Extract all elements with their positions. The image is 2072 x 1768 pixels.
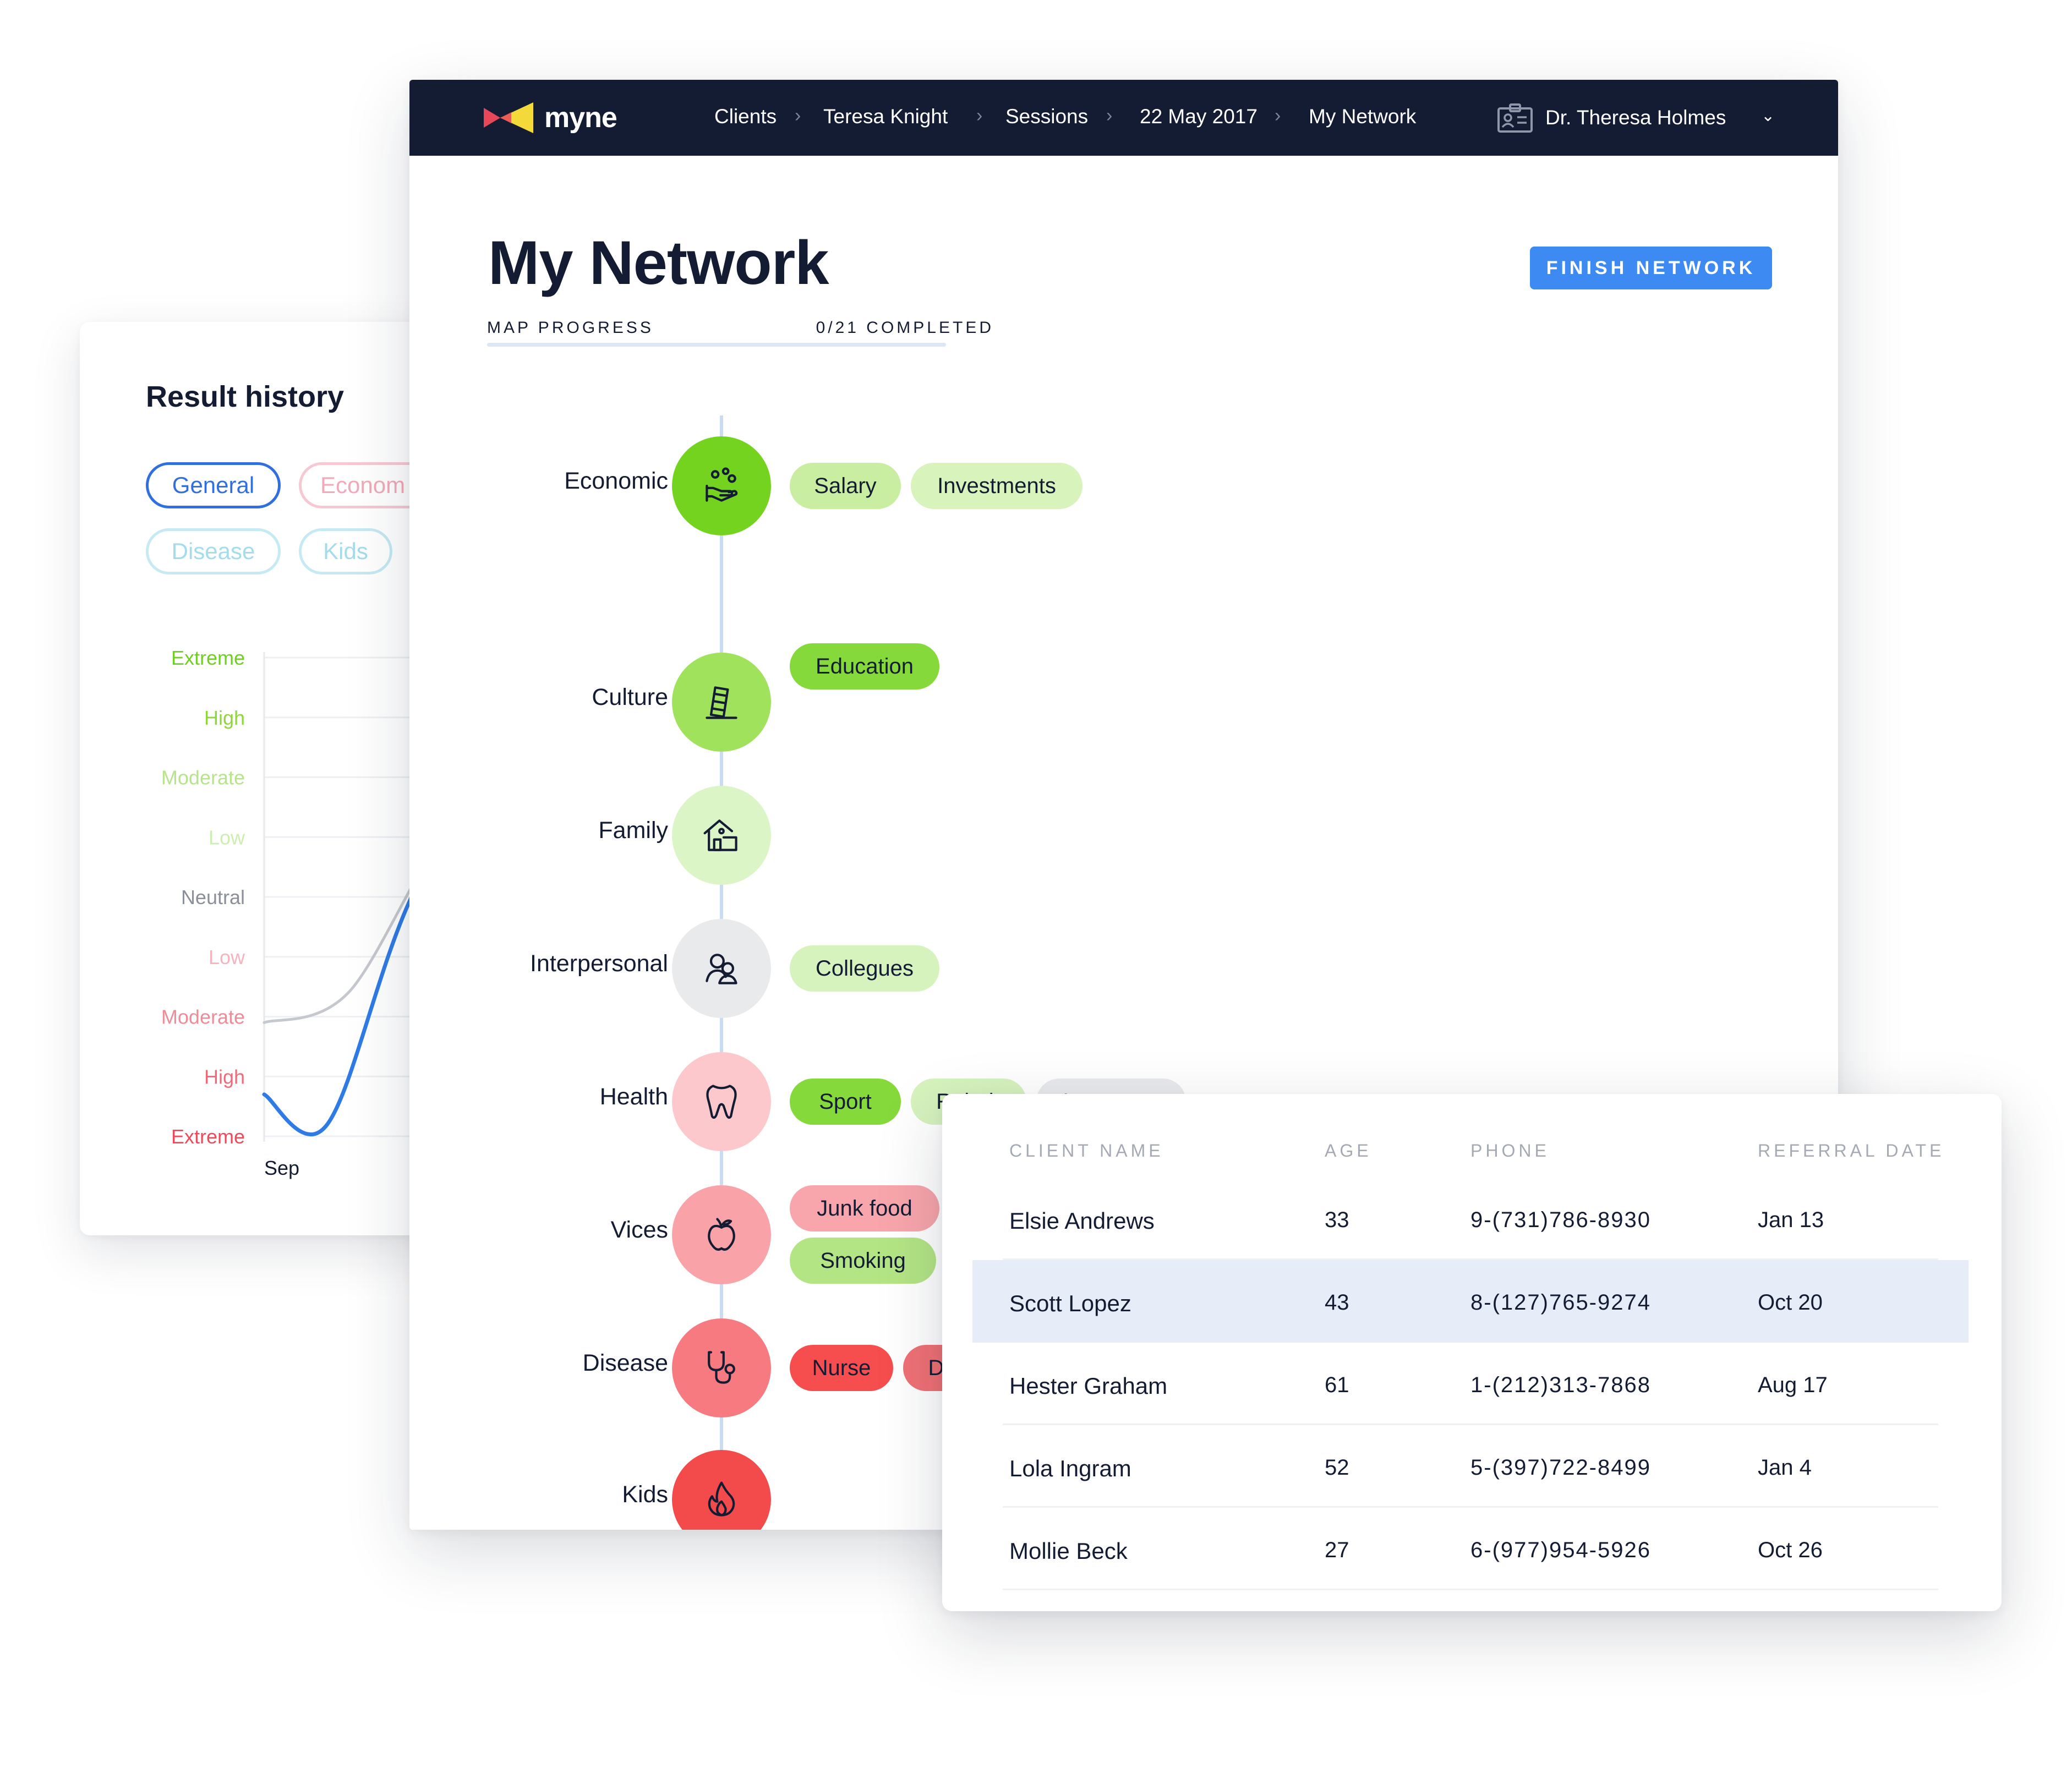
cell-phone: 6-(977)954-5926	[1470, 1538, 1651, 1562]
chart-y-level-label: Moderate	[161, 1006, 245, 1028]
cell-client-name: Scott Lopez	[1009, 1290, 1131, 1316]
breadcrumb-chevron-icon: ›	[1106, 105, 1113, 126]
chart-y-level-label: Neutral	[181, 886, 245, 908]
chart-x-label: Sep	[264, 1157, 299, 1179]
cell-age: 52	[1325, 1455, 1349, 1480]
chart-y-level-label: Extreme	[171, 1125, 245, 1148]
result-history-title: Result history	[146, 380, 345, 413]
chart-y-level-label: High	[204, 707, 245, 729]
cell-phone: 8-(127)765-9274	[1470, 1290, 1651, 1315]
chart-y-level-label: Low	[209, 946, 245, 968]
cell-phone: 1-(212)313-7868	[1470, 1373, 1651, 1397]
hand-coins-icon	[706, 467, 738, 502]
column-header-client-name[interactable]: CLIENT NAME	[1009, 1141, 1164, 1161]
id-card-icon	[1497, 103, 1533, 133]
table-row[interactable]: Elsie Andrews 33 9-(731)786-8930 Jan 13	[1003, 1178, 1938, 1260]
cell-age: 27	[1325, 1538, 1349, 1562]
category-label-culture: Culture	[592, 684, 668, 710]
cell-phone: 9-(731)786-8930	[1470, 1208, 1651, 1232]
cell-client-name: Lola Ingram	[1009, 1455, 1131, 1481]
filter-general[interactable]: General	[146, 462, 281, 508]
cell-referral-date: Oct 26	[1758, 1538, 1823, 1562]
category-node-vices[interactable]	[672, 1185, 771, 1284]
category-node-economic[interactable]	[672, 436, 771, 535]
tag-investments[interactable]: Investments	[911, 463, 1083, 509]
top-nav: myne Clients › Teresa Knight › Sessions …	[409, 80, 1838, 156]
tag-junk-food[interactable]: Junk food	[790, 1185, 939, 1231]
category-node-disease[interactable]	[672, 1318, 771, 1417]
tag-nurse[interactable]: Nurse	[790, 1345, 893, 1391]
cell-client-name: Elsie Andrews	[1009, 1208, 1155, 1234]
filter-kids[interactable]: Kids	[299, 528, 392, 574]
tower-icon	[706, 686, 737, 719]
apple-icon	[708, 1218, 735, 1251]
category-node-health[interactable]	[672, 1052, 771, 1151]
clients-table: CLIENT NAME AGE PHONE REFERRAL DATE Elsi…	[942, 1094, 2002, 1611]
tag-salary[interactable]: Salary	[790, 463, 901, 509]
chart-y-level-label: High	[204, 1065, 245, 1088]
cell-client-name: Mollie Beck	[1009, 1538, 1128, 1564]
breadcrumb-chevron-icon: ›	[1275, 105, 1281, 126]
logo-text: myne	[544, 102, 617, 134]
logo[interactable]: myne	[484, 98, 617, 137]
category-label-family: Family	[598, 817, 668, 844]
breadcrumb-clients[interactable]: Clients	[714, 105, 777, 128]
column-header-phone[interactable]: PHONE	[1470, 1141, 1550, 1161]
breadcrumb-chevron-icon: ›	[976, 105, 983, 126]
house-icon	[703, 819, 737, 851]
category-label-vices: Vices	[610, 1217, 668, 1243]
chart-y-level-label: Moderate	[161, 767, 245, 789]
map-progress-bar	[487, 343, 946, 347]
category-label-kids: Kids	[622, 1481, 668, 1508]
breadcrumb-current: My Network	[1309, 105, 1417, 128]
tag-smoking[interactable]: Smoking	[790, 1238, 936, 1284]
cell-phone: 5-(397)722-8499	[1470, 1455, 1651, 1480]
tag-education[interactable]: Education	[790, 643, 939, 689]
table-row[interactable]: Hester Graham 61 1-(212)313-7868 Aug 17	[1003, 1343, 1938, 1425]
finish-network-button[interactable]: FINISH NETWORK	[1530, 247, 1772, 289]
table-row[interactable]: Lola Ingram 52 5-(397)722-8499 Jan 4	[1003, 1425, 1938, 1508]
cell-referral-date: Jan 13	[1758, 1208, 1824, 1232]
table-row[interactable]: Scott Lopez 43 8-(127)765-9274 Oct 20	[972, 1260, 1969, 1343]
cell-referral-date: Jan 4	[1758, 1455, 1812, 1480]
cell-age: 61	[1325, 1373, 1349, 1397]
people-icon	[706, 954, 737, 984]
logo-mark-icon	[484, 102, 533, 133]
cell-age: 33	[1325, 1208, 1349, 1232]
category-node-culture[interactable]	[672, 653, 771, 752]
column-header-referral-date[interactable]: REFERRAL DATE	[1758, 1141, 1945, 1161]
user-menu-name[interactable]: Dr. Theresa Holmes	[1545, 106, 1726, 129]
cell-age: 43	[1325, 1290, 1349, 1315]
category-node-kids[interactable]	[672, 1450, 771, 1530]
chart-y-level-label: Low	[209, 826, 245, 849]
stethoscope-icon	[708, 1351, 735, 1384]
map-progress-label: MAP PROGRESS	[487, 319, 654, 337]
breadcrumb-client[interactable]: Teresa Knight	[823, 105, 948, 128]
tag-sport[interactable]: Sport	[790, 1079, 901, 1125]
tooth-icon	[706, 1085, 737, 1119]
breadcrumb-session-date[interactable]: 22 May 2017	[1140, 105, 1258, 128]
filter-disease[interactable]: Disease	[146, 528, 281, 574]
flame-icon	[708, 1481, 735, 1517]
tag-collegues[interactable]: Collegues	[790, 945, 939, 992]
breadcrumb-sessions[interactable]: Sessions	[1005, 105, 1089, 128]
chart-y-level-label: Extreme	[171, 647, 245, 669]
category-label-economic: Economic	[564, 468, 668, 494]
category-node-interpersonal[interactable]	[672, 919, 771, 1018]
chevron-down-icon[interactable]: ⌄	[1761, 107, 1775, 125]
breadcrumb-chevron-icon: ›	[795, 105, 801, 126]
category-label-disease: Disease	[582, 1350, 668, 1376]
cell-referral-date: Oct 20	[1758, 1290, 1823, 1315]
page-title: My Network	[488, 228, 829, 297]
column-header-age[interactable]: AGE	[1325, 1141, 1372, 1161]
category-label-interpersonal: Interpersonal	[530, 950, 668, 977]
cell-referral-date: Aug 17	[1758, 1373, 1828, 1397]
cell-client-name: Hester Graham	[1009, 1373, 1168, 1399]
table-row[interactable]: Mollie Beck 27 6-(977)954-5926 Oct 26	[1003, 1508, 1938, 1590]
category-node-family[interactable]	[672, 786, 771, 885]
category-label-health: Health	[599, 1083, 668, 1110]
map-progress-count: 0/21 COMPLETED	[816, 319, 994, 337]
